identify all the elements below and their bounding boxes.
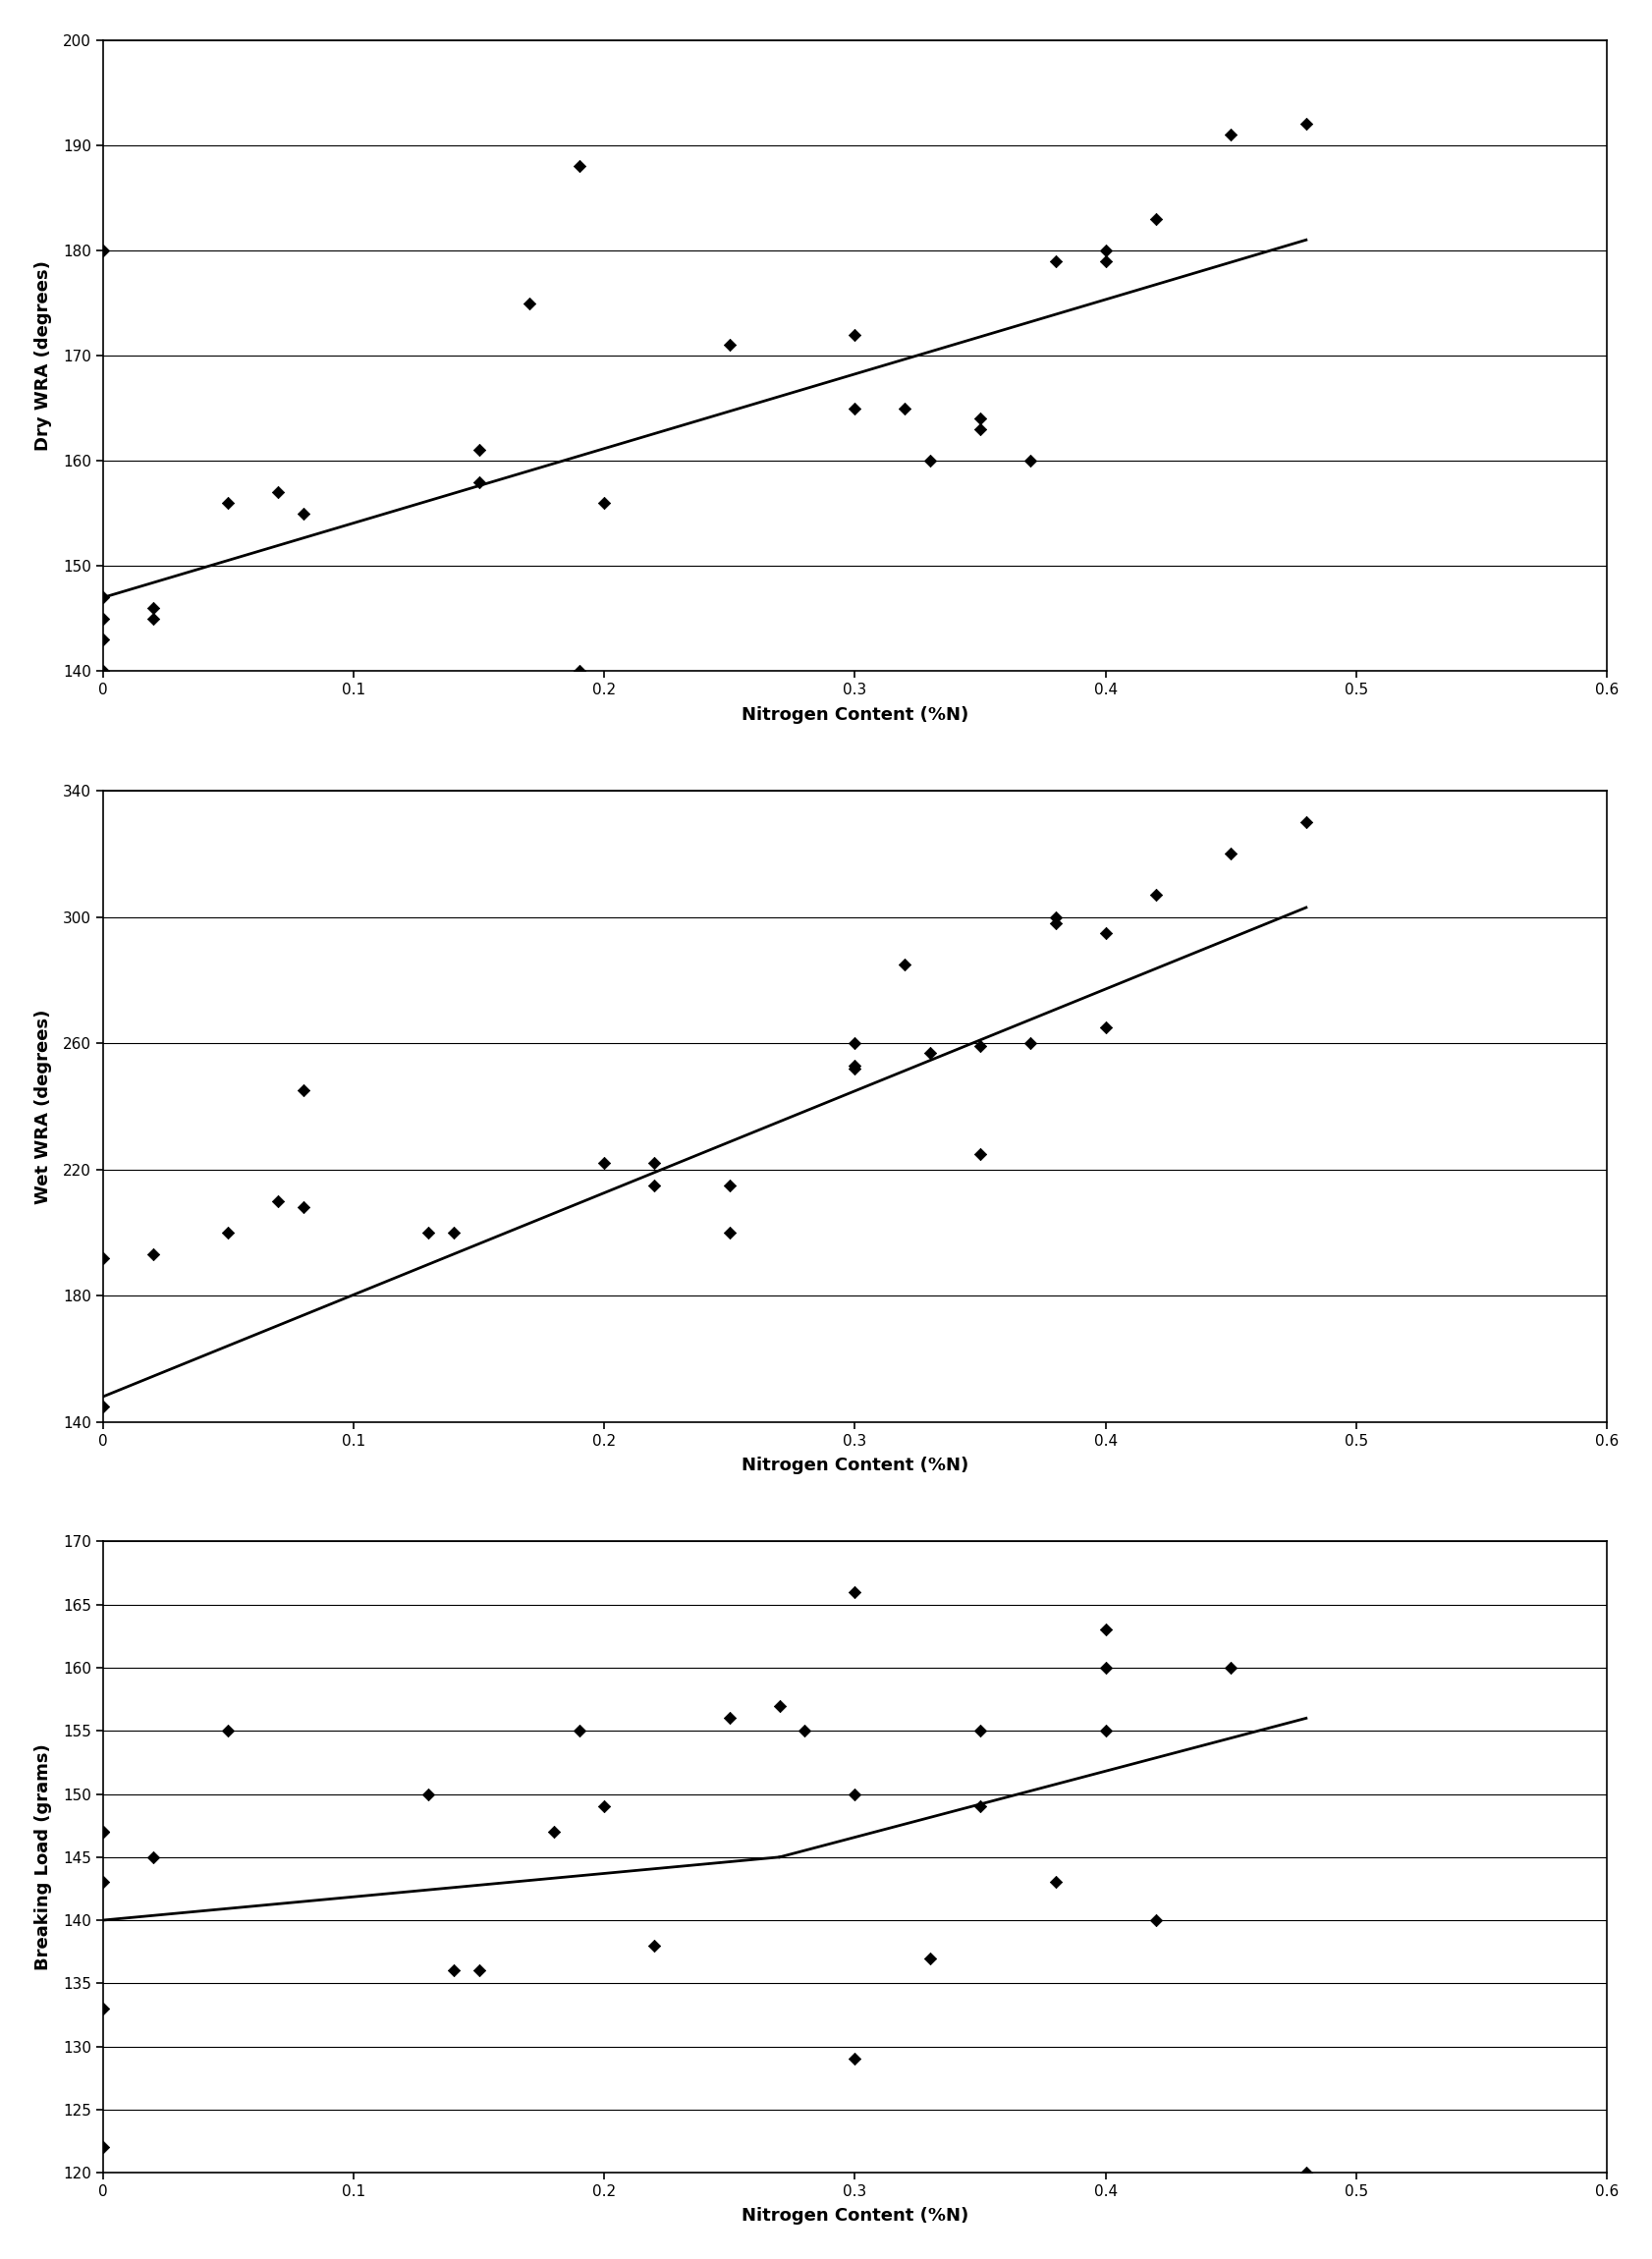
Point	[841, 1575, 867, 1611]
Point	[1142, 201, 1168, 237]
Point	[841, 1776, 867, 1812]
X-axis label: Nitrogen Content (%N): Nitrogen Content (%N)	[740, 1457, 968, 1475]
Y-axis label: Dry WRA (degrees): Dry WRA (degrees)	[35, 260, 51, 452]
Point	[540, 1814, 567, 1850]
Point	[89, 621, 116, 657]
Point	[841, 2042, 867, 2078]
Point	[1292, 804, 1318, 840]
Point	[591, 486, 618, 522]
Point	[1042, 244, 1069, 280]
Point	[1218, 117, 1244, 154]
Y-axis label: Breaking Load (grams): Breaking Load (grams)	[35, 1744, 51, 1970]
Point	[917, 1035, 943, 1071]
Point	[89, 1240, 116, 1276]
Point	[791, 1712, 818, 1748]
Point	[89, 1814, 116, 1850]
Point	[89, 1814, 116, 1850]
Point	[966, 1789, 993, 1825]
Point	[841, 1048, 867, 1084]
Point	[441, 1952, 468, 1988]
Point	[767, 1687, 793, 1724]
Point	[89, 1864, 116, 1900]
Point	[215, 1712, 241, 1748]
X-axis label: Nitrogen Content (%N): Nitrogen Content (%N)	[740, 705, 968, 723]
Point	[917, 443, 943, 479]
Point	[215, 486, 241, 522]
Point	[1092, 233, 1118, 269]
Point	[89, 601, 116, 637]
Point	[415, 1776, 441, 1812]
Point	[841, 316, 867, 352]
Point	[1218, 1649, 1244, 1685]
Y-axis label: Wet WRA (degrees): Wet WRA (degrees)	[35, 1010, 51, 1204]
Point	[1092, 915, 1118, 951]
Point	[641, 1145, 667, 1181]
Point	[1016, 443, 1042, 479]
Point	[565, 1712, 591, 1748]
Point	[1092, 1712, 1118, 1748]
Point	[140, 590, 167, 626]
Point	[1042, 899, 1069, 935]
Point	[1092, 1649, 1118, 1685]
Point	[917, 1940, 943, 1977]
Point	[1142, 1902, 1168, 1938]
Point	[966, 400, 993, 436]
Point	[1142, 876, 1168, 913]
Point	[1016, 1026, 1042, 1062]
Point	[1292, 2155, 1318, 2191]
Point	[841, 1050, 867, 1087]
Point	[1092, 1010, 1118, 1046]
Point	[415, 1215, 441, 1251]
Point	[264, 474, 291, 511]
Point	[215, 1215, 241, 1251]
Point	[841, 391, 867, 427]
Point	[466, 431, 492, 468]
Point	[966, 1136, 993, 1172]
Point	[466, 463, 492, 499]
Point	[966, 411, 993, 447]
Point	[291, 1073, 317, 1109]
Point	[966, 1712, 993, 1748]
Point	[264, 1184, 291, 1220]
Point	[565, 653, 591, 689]
Point	[89, 233, 116, 269]
Point	[1042, 906, 1069, 942]
Point	[1092, 244, 1118, 280]
Point	[140, 1236, 167, 1272]
Point	[641, 1927, 667, 1963]
Point	[1042, 1864, 1069, 1900]
Point	[841, 1026, 867, 1062]
Point	[892, 947, 919, 983]
Point	[591, 1789, 618, 1825]
Point	[89, 1990, 116, 2026]
Point	[565, 149, 591, 185]
Point	[89, 2130, 116, 2166]
Point	[715, 1701, 742, 1737]
Point	[1292, 106, 1318, 142]
Point	[715, 328, 742, 364]
Point	[89, 1387, 116, 1423]
X-axis label: Nitrogen Content (%N): Nitrogen Content (%N)	[740, 2207, 968, 2225]
Point	[1218, 836, 1244, 872]
Point	[1092, 1611, 1118, 1647]
Point	[591, 1145, 618, 1181]
Point	[291, 495, 317, 531]
Point	[892, 391, 919, 427]
Point	[715, 1168, 742, 1204]
Point	[466, 1952, 492, 1988]
Point	[715, 1215, 742, 1251]
Point	[89, 653, 116, 689]
Point	[89, 581, 116, 617]
Point	[441, 1215, 468, 1251]
Point	[140, 601, 167, 637]
Point	[291, 1188, 317, 1224]
Point	[140, 1839, 167, 1875]
Point	[641, 1168, 667, 1204]
Point	[966, 1028, 993, 1064]
Point	[515, 285, 542, 321]
